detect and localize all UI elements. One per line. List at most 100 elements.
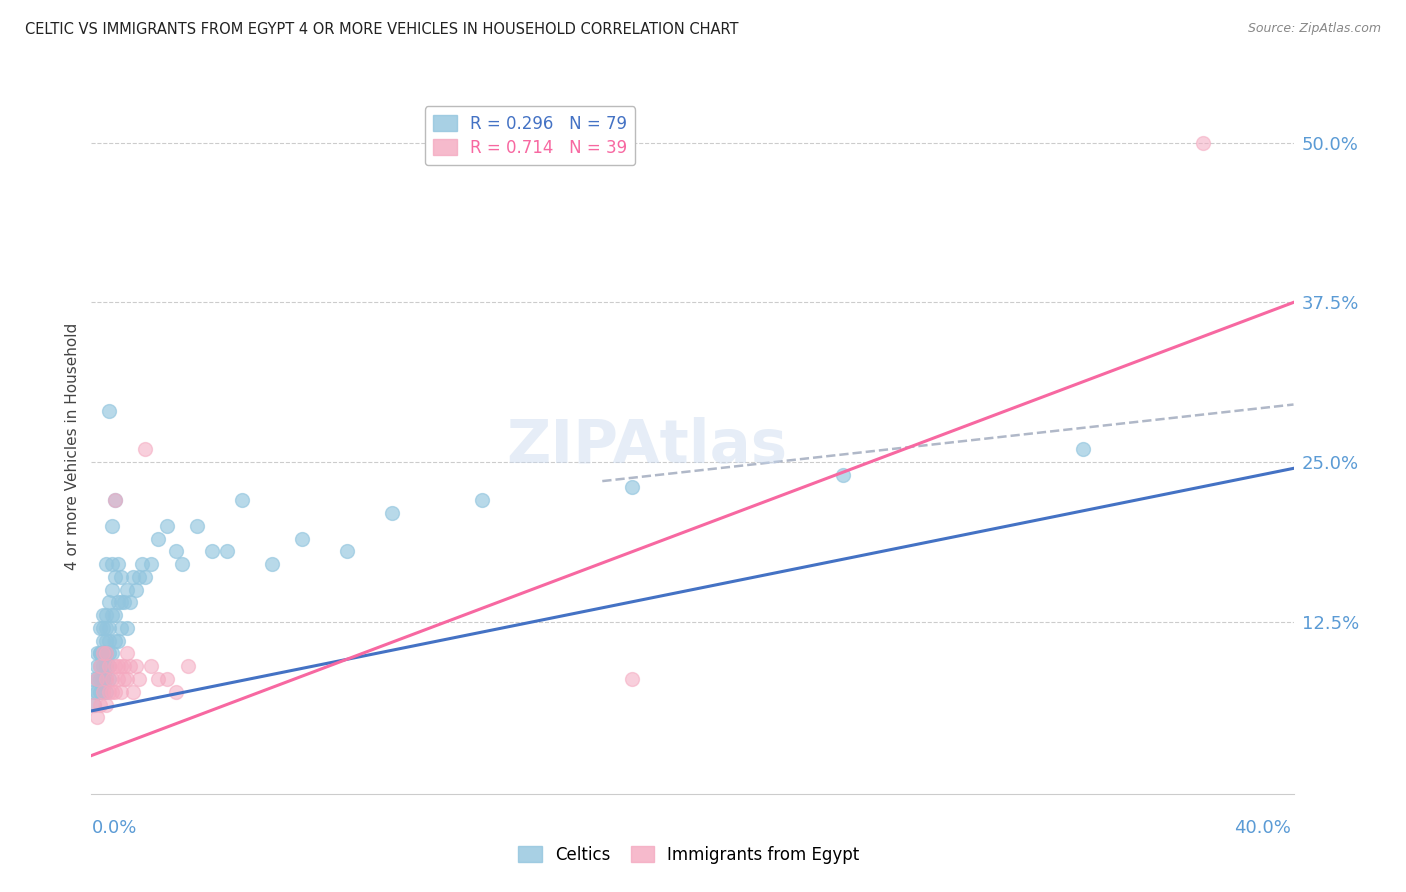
Point xyxy=(215,544,238,558)
Point xyxy=(93,647,115,661)
Point xyxy=(96,633,118,648)
Point xyxy=(201,544,224,558)
Point xyxy=(134,442,156,457)
Point xyxy=(89,672,111,686)
Point xyxy=(104,493,127,508)
Point xyxy=(122,570,145,584)
Point xyxy=(93,685,115,699)
Point xyxy=(117,582,139,597)
Point xyxy=(86,672,108,686)
Point xyxy=(120,659,142,673)
Point xyxy=(93,685,115,699)
Point xyxy=(98,659,121,673)
Point xyxy=(89,685,111,699)
Point xyxy=(114,595,136,609)
Point xyxy=(96,621,118,635)
Point xyxy=(98,621,121,635)
Point xyxy=(110,621,132,635)
Point xyxy=(96,698,118,712)
Point xyxy=(260,557,283,571)
Point xyxy=(93,659,115,673)
Point xyxy=(89,659,111,673)
Point xyxy=(104,685,127,699)
Point xyxy=(141,659,163,673)
Point xyxy=(83,698,105,712)
Point xyxy=(146,532,169,546)
Point xyxy=(117,672,139,686)
Point xyxy=(134,570,156,584)
Point xyxy=(107,595,129,609)
Point xyxy=(104,633,127,648)
Point xyxy=(86,710,108,724)
Point xyxy=(93,672,115,686)
Point xyxy=(110,685,132,699)
Text: Source: ZipAtlas.com: Source: ZipAtlas.com xyxy=(1247,22,1381,36)
Point xyxy=(336,544,359,558)
Point xyxy=(101,557,124,571)
Point xyxy=(125,582,148,597)
Point xyxy=(155,518,177,533)
Point xyxy=(155,672,177,686)
Point xyxy=(96,557,118,571)
Point xyxy=(1071,442,1094,457)
Point xyxy=(96,647,118,661)
Legend: Celtics, Immigrants from Egypt: Celtics, Immigrants from Egypt xyxy=(512,839,866,871)
Point xyxy=(89,659,111,673)
Point xyxy=(471,493,494,508)
Point xyxy=(117,647,139,661)
Point xyxy=(125,659,148,673)
Point xyxy=(89,647,111,661)
Point xyxy=(98,404,121,418)
Point xyxy=(176,659,198,673)
Point xyxy=(98,633,121,648)
Point xyxy=(114,659,136,673)
Point xyxy=(291,532,314,546)
Point xyxy=(104,659,127,673)
Point xyxy=(1192,136,1215,150)
Point xyxy=(96,685,118,699)
Point xyxy=(104,493,127,508)
Point xyxy=(83,672,105,686)
Point xyxy=(128,570,150,584)
Point xyxy=(86,647,108,661)
Point xyxy=(86,672,108,686)
Point xyxy=(110,570,132,584)
Text: CELTIC VS IMMIGRANTS FROM EGYPT 4 OR MORE VEHICLES IN HOUSEHOLD CORRELATION CHAR: CELTIC VS IMMIGRANTS FROM EGYPT 4 OR MOR… xyxy=(25,22,738,37)
Point xyxy=(117,621,139,635)
Point xyxy=(101,608,124,623)
Point xyxy=(101,647,124,661)
Point xyxy=(110,659,132,673)
Point xyxy=(831,467,853,482)
Point xyxy=(101,672,124,686)
Point xyxy=(186,518,208,533)
Legend: R = 0.296   N = 79, R = 0.714   N = 39: R = 0.296 N = 79, R = 0.714 N = 39 xyxy=(425,106,636,165)
Point xyxy=(122,685,145,699)
Point xyxy=(89,621,111,635)
Point xyxy=(98,659,121,673)
Point xyxy=(104,570,127,584)
Point xyxy=(110,595,132,609)
Point xyxy=(93,608,115,623)
Point xyxy=(98,647,121,661)
Point xyxy=(96,672,118,686)
Point xyxy=(96,659,118,673)
Point xyxy=(96,647,118,661)
Point xyxy=(86,659,108,673)
Point xyxy=(165,685,187,699)
Point xyxy=(89,698,111,712)
Point xyxy=(107,672,129,686)
Point xyxy=(93,621,115,635)
Text: 0.0%: 0.0% xyxy=(91,819,136,837)
Text: 40.0%: 40.0% xyxy=(1234,819,1291,837)
Point xyxy=(83,685,105,699)
Point xyxy=(98,672,121,686)
Point xyxy=(104,608,127,623)
Point xyxy=(101,518,124,533)
Y-axis label: 4 or more Vehicles in Household: 4 or more Vehicles in Household xyxy=(65,322,80,570)
Point xyxy=(146,672,169,686)
Point xyxy=(101,582,124,597)
Point xyxy=(621,672,644,686)
Point xyxy=(93,633,115,648)
Point xyxy=(165,544,187,558)
Point xyxy=(107,659,129,673)
